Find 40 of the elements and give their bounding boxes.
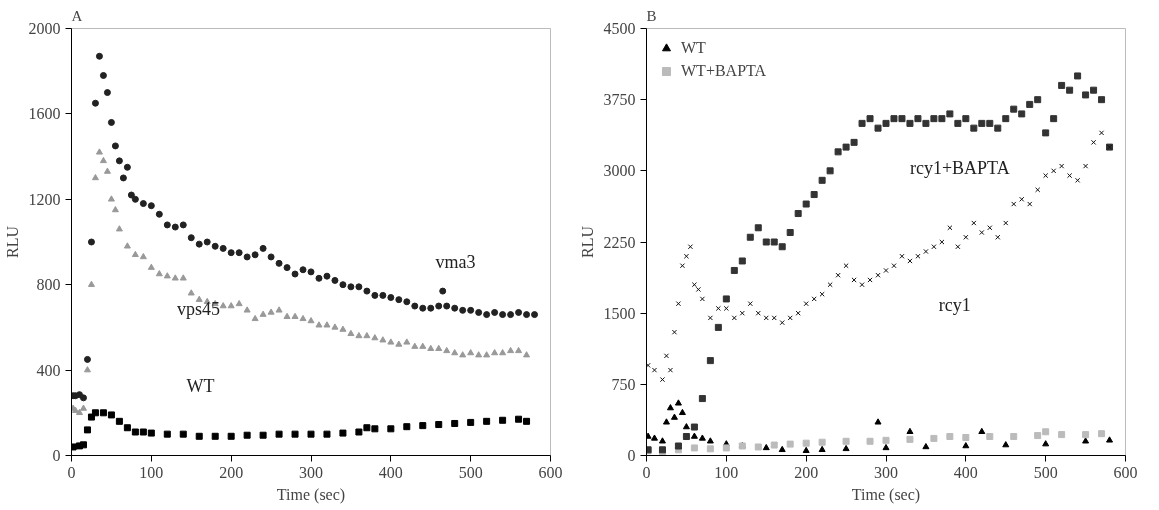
x-tick-label: 600 [1113, 463, 1138, 481]
series-label: vps45 [176, 298, 220, 319]
y-tick-label: 1200 [28, 190, 61, 208]
x-tick-label: 0 [642, 463, 651, 481]
series-label: WT [186, 375, 215, 396]
y-tick-label: 0 [627, 447, 636, 464]
y-tick-label: 4500 [603, 20, 636, 37]
x-tick-label: 100 [714, 463, 739, 481]
text: rcy1 [938, 294, 971, 315]
y-tick-label: 1600 [28, 105, 61, 123]
legend-label: WT+BAPTA [681, 62, 767, 80]
x-tick-label: 200 [219, 463, 244, 481]
x-tick-label: 600 [538, 463, 563, 481]
y-axis-title: RLU [3, 225, 21, 258]
y-tick-label: 750 [611, 375, 636, 393]
x-tick-label: 400 [378, 463, 403, 481]
x-tick-label: 400 [953, 463, 978, 481]
x-axis-title: Time (sec) [851, 485, 921, 504]
x-tick-label: 100 [139, 463, 164, 481]
x-tick-label: 300 [874, 463, 898, 481]
chart-title: B [646, 7, 657, 24]
y-tick-label: 0 [52, 447, 61, 464]
x-axis-title: Time (sec) [276, 485, 346, 504]
x-tick-label: 500 [1033, 463, 1058, 481]
chart-title: A [71, 7, 83, 24]
y-tick-label: 400 [36, 361, 61, 379]
x-tick-label: 200 [794, 463, 819, 481]
series-label: vma3 [435, 251, 476, 272]
x-tick-label: 500 [458, 463, 483, 481]
y-tick-label: 2000 [28, 20, 61, 37]
y-tick-label: 2250 [603, 233, 636, 251]
y-tick-label: 3000 [603, 162, 636, 180]
x-tick-label: 300 [299, 463, 323, 481]
y-tick-label: 1500 [603, 304, 636, 322]
y-axis-title: RLU [578, 225, 596, 258]
series-label: rcy1+BAPTA [909, 157, 1010, 178]
y-tick-label: 800 [36, 276, 61, 294]
x-tick-label: 0 [67, 463, 76, 481]
y-tick-label: 3750 [603, 91, 636, 109]
legend-label: WT [681, 39, 706, 57]
